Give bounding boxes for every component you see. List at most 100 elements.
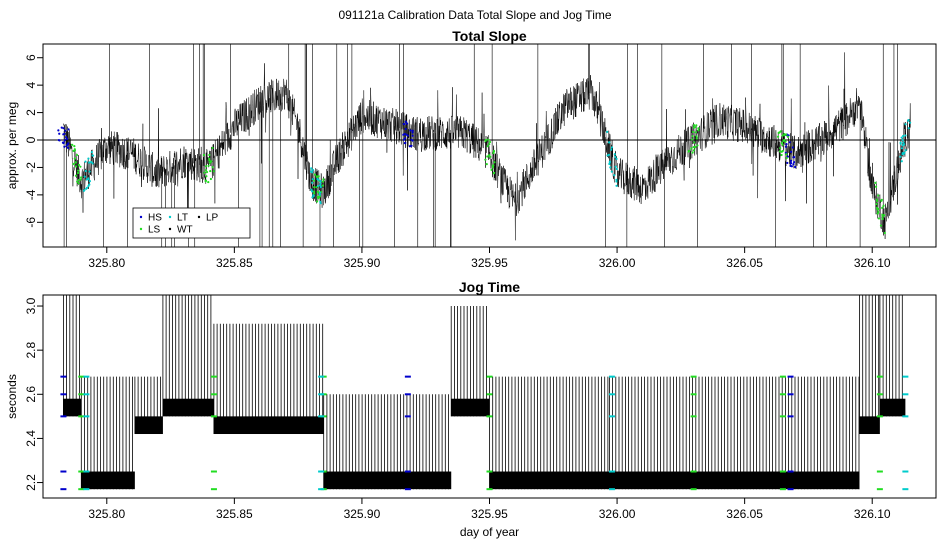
marker-ls — [204, 165, 208, 168]
marker-ls — [882, 204, 885, 207]
legend: HS LT LP LS WT — [132, 207, 251, 239]
x-tick-label: 326.05 — [726, 507, 763, 521]
marker-ls — [205, 170, 209, 174]
marker-ls — [779, 470, 786, 473]
marker-ls — [779, 488, 786, 491]
marker-hs — [787, 488, 794, 491]
series-line-total-slope — [63, 52, 911, 241]
legend-marker-lp — [197, 215, 201, 219]
marker-ls — [78, 488, 85, 491]
marker-ls — [77, 178, 80, 182]
marker-lt — [87, 184, 90, 188]
marker-ls — [779, 130, 782, 133]
marker-hs — [63, 138, 66, 142]
marker-lt — [85, 178, 89, 181]
marker-ls — [785, 156, 788, 160]
marker-ls — [74, 174, 78, 177]
marker-ls — [76, 171, 80, 175]
marker-hs — [60, 393, 67, 396]
marker-lt — [904, 149, 907, 152]
marker-ls — [876, 212, 879, 215]
marker-hs — [57, 138, 60, 142]
marker-ls — [881, 206, 884, 209]
marker-lt — [319, 202, 322, 205]
marker-hs — [67, 128, 70, 131]
marker-hs — [791, 146, 794, 149]
marker-ls — [208, 159, 211, 162]
marker-hs — [787, 415, 794, 418]
marker-ls — [690, 488, 697, 491]
marker-ls — [485, 163, 488, 166]
marker-lt — [317, 178, 320, 181]
jog-segment — [213, 323, 324, 434]
marker-ls — [78, 415, 85, 418]
marker-hs — [792, 156, 795, 159]
marker-ls — [316, 200, 319, 203]
legend-label-ls: LS — [148, 225, 161, 236]
marker-ls — [207, 180, 210, 184]
marker-ls — [780, 150, 783, 153]
x-tick-label: 326.10 — [854, 256, 891, 270]
marker-hs — [60, 415, 67, 418]
marker-ls — [78, 470, 85, 473]
marker-ls — [486, 415, 493, 418]
marker-hs — [60, 375, 67, 378]
marker-ls — [203, 171, 206, 174]
marker-ls — [690, 393, 697, 396]
marker-lt — [85, 187, 88, 190]
jog-band — [134, 416, 163, 435]
figure-title: 091121a Calibration Data Total Slope and… — [338, 8, 612, 22]
marker-ls — [693, 124, 696, 127]
marker-ls — [210, 393, 217, 396]
marker-ls — [693, 141, 696, 144]
marker-lt — [902, 141, 905, 144]
marker-ls — [491, 164, 494, 167]
marker-ls — [490, 168, 493, 171]
marker-ls — [879, 224, 883, 227]
marker-lt — [319, 180, 322, 183]
marker-ls — [881, 217, 884, 221]
chart-title: Jog Time — [459, 279, 520, 295]
marker-lt — [84, 169, 87, 173]
marker-ls — [76, 180, 79, 183]
marker-ls — [208, 157, 211, 160]
marker-ls — [210, 470, 217, 473]
jog-band — [81, 471, 135, 490]
marker-lt — [91, 162, 94, 165]
marker-ls — [877, 194, 880, 197]
x-tick-label: 326.10 — [854, 507, 891, 521]
marker-lt — [311, 181, 314, 184]
marker-ls — [784, 140, 787, 143]
marker-hs — [404, 415, 411, 418]
marker-lt — [318, 193, 321, 196]
marker-ls — [484, 139, 487, 143]
marker-lt — [902, 134, 905, 138]
marker-hs — [60, 488, 67, 491]
x-tick-label: 325.85 — [216, 507, 253, 521]
jog-segment — [489, 376, 609, 490]
marker-ls — [695, 135, 698, 138]
marker-ls — [874, 185, 878, 188]
marker-hs — [787, 393, 794, 396]
marker-lt — [608, 161, 611, 164]
marker-ls — [690, 415, 697, 418]
marker-lt — [319, 185, 322, 189]
marker-ls — [202, 153, 206, 157]
marker-ls — [779, 393, 786, 396]
y-axis-label: approx. per meg — [5, 102, 19, 189]
marker-lt — [318, 470, 325, 473]
marker-hs — [790, 161, 793, 165]
marker-lt — [316, 184, 320, 188]
marker-lt — [608, 393, 615, 396]
marker-hs — [787, 375, 794, 378]
marker-hs — [411, 139, 414, 142]
marker-ls — [322, 178, 325, 181]
marker-ls — [690, 147, 693, 150]
marker-hs — [786, 161, 789, 165]
marker-lt — [88, 170, 91, 173]
x-axis-label: day of year — [460, 525, 519, 539]
marker-lt — [83, 470, 90, 473]
marker-lt — [614, 165, 617, 168]
marker-ls — [488, 143, 491, 146]
marker-ls — [315, 186, 318, 189]
